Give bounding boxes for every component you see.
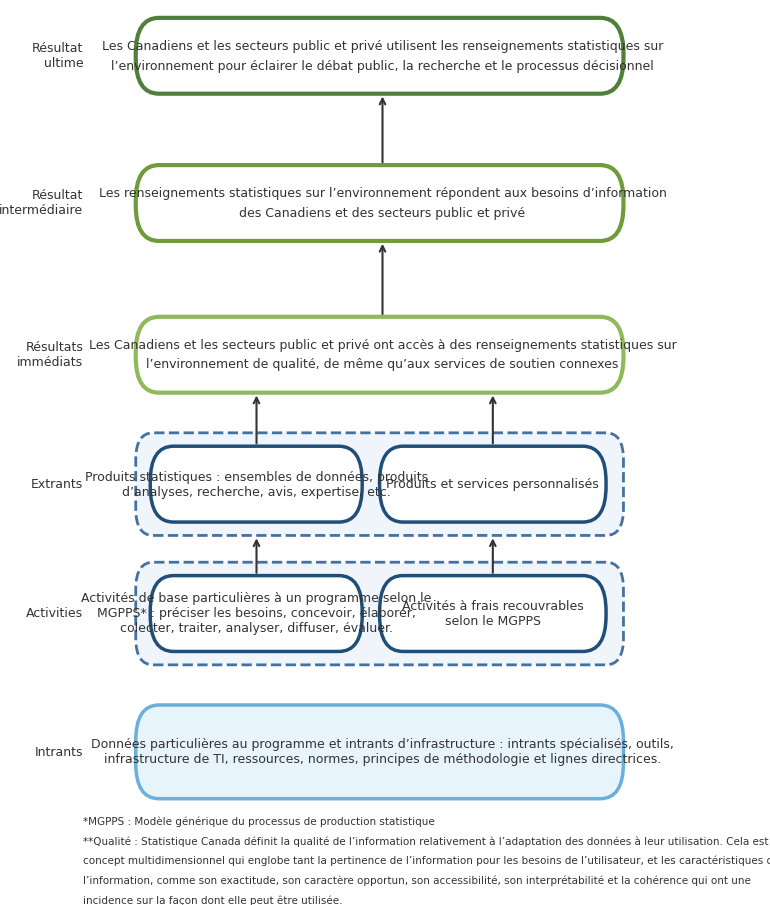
- FancyBboxPatch shape: [136, 705, 624, 799]
- Text: Activities: Activities: [26, 607, 83, 621]
- Text: Produits statistiques : ensembles de données, produits
d’analyses, recherche, av: Produits statistiques : ensembles de don…: [85, 471, 428, 499]
- Text: Extrants: Extrants: [32, 478, 83, 491]
- FancyBboxPatch shape: [136, 433, 624, 536]
- Text: *MGPPS : Modèle générique du processus de production statistique: *MGPPS : Modèle générique du processus d…: [83, 816, 435, 827]
- FancyBboxPatch shape: [136, 165, 624, 241]
- Text: Activités à frais recouvrables
selon le MGPPS: Activités à frais recouvrables selon le …: [402, 600, 584, 628]
- Text: Activités de base particulières à un programme selon le
MGPPS* : préciser les be: Activités de base particulières à un pro…: [82, 593, 432, 635]
- Text: concept multidimensionnel qui englobe tant la pertinence de l’information pour l: concept multidimensionnel qui englobe ta…: [83, 856, 770, 866]
- FancyBboxPatch shape: [150, 576, 362, 652]
- Text: Les Canadiens et les secteurs public et privé ont accès à des renseignements sta: Les Canadiens et les secteurs public et …: [89, 338, 676, 352]
- FancyBboxPatch shape: [380, 446, 606, 522]
- FancyBboxPatch shape: [136, 562, 624, 665]
- Text: Les Canadiens et les secteurs public et privé utilisent les renseignements stati: Les Canadiens et les secteurs public et …: [102, 40, 663, 52]
- Text: Résultats
immédiats: Résultats immédiats: [18, 341, 83, 369]
- Text: Données particulières au programme et intrants d’infrastructure : intrants spéci: Données particulières au programme et in…: [91, 738, 674, 767]
- Text: Résultat
intermédiaire: Résultat intermédiaire: [0, 189, 83, 217]
- FancyBboxPatch shape: [150, 446, 362, 522]
- Text: l’information, comme son exactitude, son caractère opportun, son accessibilité, : l’information, comme son exactitude, son…: [83, 875, 752, 886]
- FancyBboxPatch shape: [136, 18, 624, 94]
- Text: des Canadiens et des secteurs public et privé: des Canadiens et des secteurs public et …: [239, 206, 526, 220]
- Text: Résultat
ultime: Résultat ultime: [32, 43, 83, 71]
- Text: Les renseignements statistiques sur l’environnement répondent aux besoins d’info: Les renseignements statistiques sur l’en…: [99, 187, 667, 200]
- FancyBboxPatch shape: [380, 576, 606, 652]
- Text: l’environnement pour éclairer le débat public, la recherche et le processus déci: l’environnement pour éclairer le débat p…: [111, 60, 654, 72]
- Text: incidence sur la façon dont elle peut être utilisée.: incidence sur la façon dont elle peut êt…: [83, 895, 343, 905]
- FancyBboxPatch shape: [136, 317, 624, 393]
- Text: Produits et services personnalisés: Produits et services personnalisés: [387, 478, 599, 491]
- Text: Intrants: Intrants: [35, 746, 83, 758]
- Text: **Qualité : Statistique Canada définit la qualité de l’information relativement : **Qualité : Statistique Canada définit l…: [83, 836, 770, 847]
- Text: l’environnement de qualité, de même qu’aux services de soutien connexes: l’environnement de qualité, de même qu’a…: [146, 358, 618, 371]
